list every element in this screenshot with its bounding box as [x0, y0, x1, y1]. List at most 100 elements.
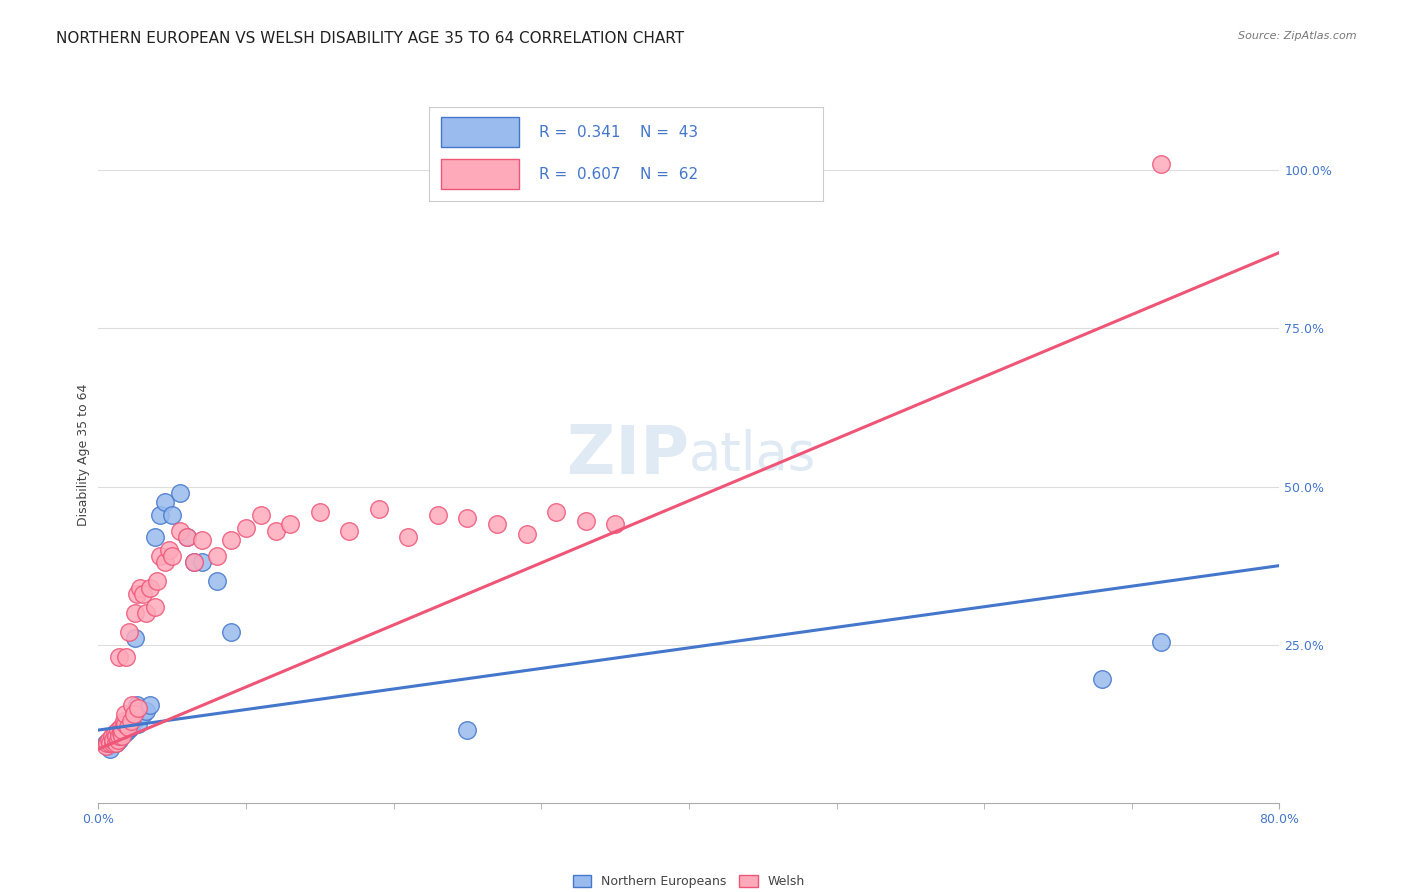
Point: [176, 530, 198, 544]
Point: [515, 527, 537, 541]
Point: [97, 739, 120, 753]
Point: [98, 736, 121, 750]
Point: [120, 714, 142, 728]
Point: [120, 720, 142, 734]
Point: [94, 739, 117, 753]
Point: [427, 508, 450, 522]
Legend: Northern Europeans, Welsh: Northern Europeans, Welsh: [568, 871, 810, 892]
Point: [139, 698, 162, 712]
Point: [103, 730, 125, 744]
Point: [128, 581, 150, 595]
Point: [110, 730, 132, 744]
Text: R =  0.607    N =  62: R = 0.607 N = 62: [538, 167, 699, 182]
Point: [605, 517, 627, 532]
Point: [122, 714, 145, 728]
Point: [110, 726, 132, 740]
Point: [309, 505, 332, 519]
Point: [118, 625, 141, 640]
Point: [103, 736, 125, 750]
Point: [105, 736, 128, 750]
Point: [149, 508, 172, 522]
Text: R =  0.341    N =  43: R = 0.341 N = 43: [538, 125, 699, 140]
Point: [111, 723, 134, 737]
Point: [149, 549, 172, 563]
Point: [108, 732, 131, 747]
Point: [235, 521, 257, 535]
Point: [127, 701, 149, 715]
Point: [100, 730, 122, 744]
Point: [546, 505, 568, 519]
Point: [456, 511, 478, 525]
Point: [169, 486, 191, 500]
Point: [115, 720, 138, 734]
Point: [98, 742, 121, 756]
Point: [205, 574, 228, 589]
Point: [250, 508, 273, 522]
Point: [104, 726, 127, 740]
Point: [105, 732, 128, 747]
Bar: [440, 160, 519, 189]
Point: [143, 530, 166, 544]
Point: [339, 524, 360, 538]
Point: [112, 714, 135, 728]
Point: [111, 730, 134, 744]
Point: [117, 716, 139, 731]
Point: [111, 721, 134, 735]
Point: [183, 556, 205, 570]
Point: [486, 517, 509, 532]
Point: [191, 533, 214, 548]
Point: [107, 723, 129, 737]
Point: [94, 736, 117, 750]
Point: [97, 732, 120, 747]
Point: [103, 732, 125, 747]
Point: [108, 730, 131, 744]
Point: [114, 726, 136, 740]
Point: [114, 716, 136, 731]
Point: [278, 517, 302, 532]
Point: [114, 721, 136, 735]
Point: [124, 632, 146, 646]
Point: [107, 726, 129, 740]
Text: Source: ZipAtlas.com: Source: ZipAtlas.com: [1239, 31, 1357, 41]
Point: [96, 736, 118, 750]
Bar: [440, 118, 519, 147]
Point: [124, 606, 146, 620]
Point: [135, 606, 157, 620]
Point: [574, 514, 596, 528]
Point: [103, 732, 125, 747]
Point: [219, 625, 242, 640]
Point: [110, 720, 132, 734]
Point: [117, 720, 139, 734]
Text: ZIP: ZIP: [567, 422, 689, 488]
Point: [162, 508, 183, 522]
Point: [219, 533, 242, 548]
Point: [169, 524, 191, 538]
Point: [132, 587, 155, 601]
Point: [118, 721, 141, 735]
Point: [1150, 634, 1173, 648]
Point: [139, 581, 162, 595]
Y-axis label: Disability Age 35 to 64: Disability Age 35 to 64: [77, 384, 90, 526]
Point: [191, 556, 214, 570]
Point: [110, 727, 132, 741]
Point: [105, 730, 128, 744]
Point: [108, 650, 131, 665]
Point: [162, 549, 183, 563]
Point: [183, 556, 205, 570]
Point: [125, 698, 148, 712]
Point: [264, 524, 287, 538]
Text: atlas: atlas: [689, 429, 817, 481]
Point: [112, 723, 135, 737]
Point: [111, 725, 134, 739]
Point: [132, 707, 155, 722]
Point: [1150, 157, 1173, 171]
Point: [127, 716, 149, 731]
Point: [121, 714, 143, 729]
Point: [143, 599, 166, 614]
Point: [157, 542, 180, 557]
Point: [205, 549, 228, 563]
Point: [176, 530, 198, 544]
Point: [153, 495, 176, 509]
Point: [114, 707, 136, 722]
Point: [122, 707, 145, 722]
